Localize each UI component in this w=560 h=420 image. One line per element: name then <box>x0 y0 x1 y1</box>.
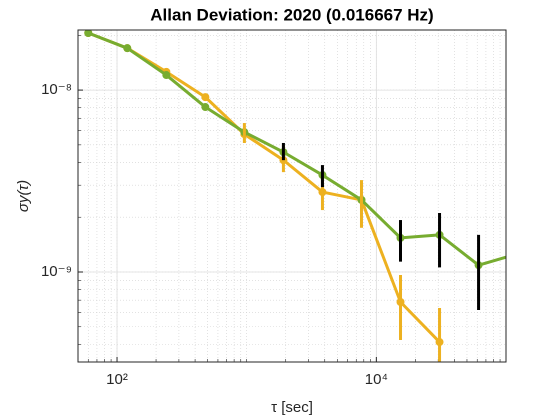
x-axis-label: τ [sec] <box>271 399 313 416</box>
y-tick-label: 10⁻⁹ <box>41 263 72 280</box>
chart-title: Allan Deviation: 2020 (0.016667 Hz) <box>150 5 433 24</box>
axes-box <box>77 29 507 363</box>
point <box>123 44 132 53</box>
plot-area <box>78 30 506 362</box>
x-tick-label: 10⁴ <box>365 371 388 388</box>
point <box>84 30 93 38</box>
y-tick-label: 10⁻⁸ <box>41 81 72 98</box>
point <box>162 71 171 80</box>
y-axis-label: σy(τ) <box>15 180 32 212</box>
point <box>514 250 522 258</box>
marks <box>84 30 522 362</box>
point <box>201 103 210 112</box>
point <box>201 93 210 102</box>
grid <box>78 30 506 362</box>
labels: 10² 10⁴ 10⁻⁹ 10⁻⁸ <box>41 81 388 388</box>
series-line <box>87 31 506 267</box>
x-tick-label: 10² <box>106 371 128 388</box>
